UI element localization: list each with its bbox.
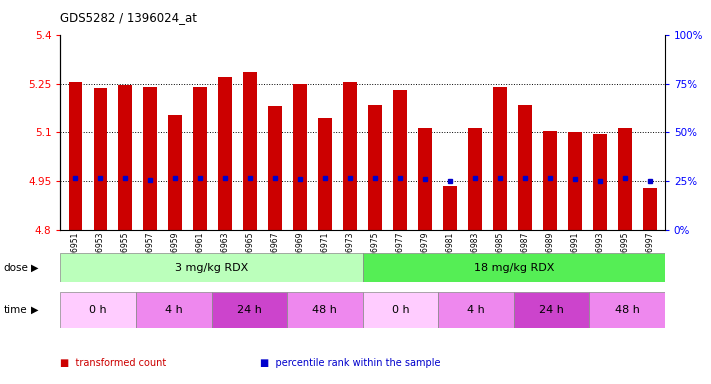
Bar [418,127,432,230]
Bar [468,127,482,230]
Text: ▶: ▶ [31,305,38,315]
Bar [68,82,82,230]
Bar [60,292,136,328]
Text: ■  transformed count: ■ transformed count [60,358,166,368]
Bar [593,134,606,230]
Text: ■  percentile rank within the sample: ■ percentile rank within the sample [260,358,440,368]
Bar [169,114,182,230]
Bar [212,292,287,328]
Bar [218,77,232,230]
Text: 48 h: 48 h [312,305,337,315]
Bar [493,87,507,230]
Bar [243,72,257,230]
Bar [268,106,282,230]
Bar [438,292,514,328]
Text: dose: dose [4,263,28,273]
Bar [568,132,582,230]
Bar [193,87,207,230]
Bar [343,82,357,230]
Bar [60,253,363,282]
Text: ▶: ▶ [31,263,38,273]
Bar [119,85,132,230]
Text: 24 h: 24 h [539,305,564,315]
Bar [363,253,665,282]
Bar [643,188,657,230]
Text: 4 h: 4 h [165,305,183,315]
Text: 18 mg/kg RDX: 18 mg/kg RDX [474,263,554,273]
Bar [618,127,631,230]
Text: 3 mg/kg RDX: 3 mg/kg RDX [175,263,248,273]
Bar [589,292,665,328]
Bar [514,292,589,328]
Text: 24 h: 24 h [237,305,262,315]
Bar [368,105,382,230]
Bar [518,105,532,230]
Bar [287,292,363,328]
Text: 0 h: 0 h [90,305,107,315]
Bar [94,88,107,230]
Bar [393,90,407,230]
Text: 4 h: 4 h [467,305,485,315]
Bar [136,292,212,328]
Bar [363,292,438,328]
Bar [144,87,157,230]
Bar [443,186,457,230]
Text: time: time [4,305,27,315]
Bar [319,118,332,230]
Bar [294,84,307,230]
Text: GDS5282 / 1396024_at: GDS5282 / 1396024_at [60,12,198,25]
Bar [543,131,557,230]
Text: 0 h: 0 h [392,305,410,315]
Text: 48 h: 48 h [614,305,639,315]
